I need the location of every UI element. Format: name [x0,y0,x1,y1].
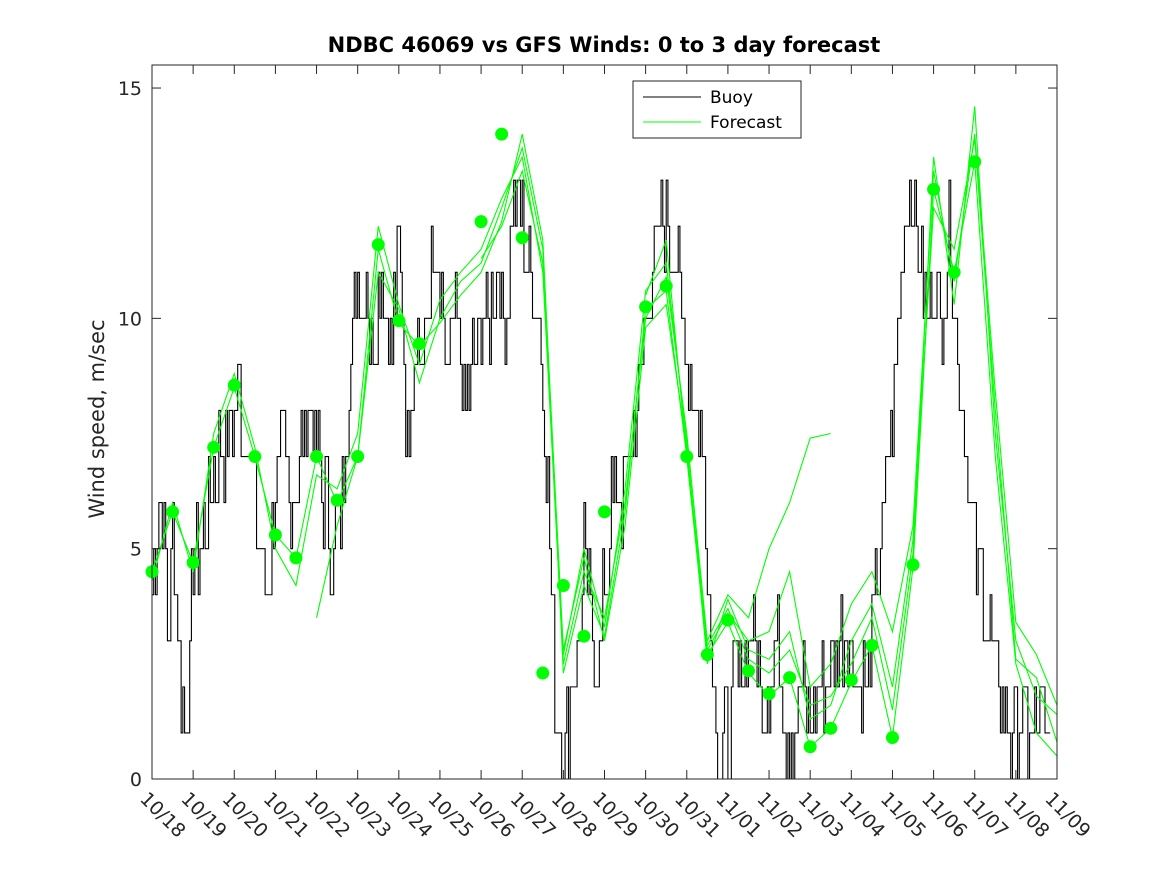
forecast-marker-35 [906,558,920,572]
forecast-marker-33 [865,638,879,652]
forecast-marker-7 [268,528,282,542]
forecast-marker-30 [803,740,817,754]
legend-box [632,80,802,139]
x-tick-label-12: 10/30 [629,788,683,842]
x-tick-label-3: 10/21 [259,788,313,842]
x-tick-label-2: 10/20 [218,788,272,842]
x-tick-label-22: 11/09 [1040,788,1094,842]
forecast-marker-24 [680,450,694,464]
forecast-marker-11 [351,450,365,464]
forecast-marker-16 [495,127,509,141]
forecast-marker-36 [927,182,941,196]
y-tick-label-0: 0 [130,769,142,791]
y-axis-label: Wind speed, m/sec [85,319,109,518]
forecast-marker-10 [330,493,344,507]
series-layer [151,106,1058,780]
forecast-line-4 [480,138,1058,743]
x-tick-label-13: 10/31 [670,788,724,842]
x-tick-label-6: 10/24 [382,788,436,842]
forecast-marker-15 [474,215,488,229]
x-tick-label-5: 10/23 [341,788,395,842]
x-tick-label-8: 10/26 [465,788,519,842]
forecast-marker-34 [885,731,899,745]
forecast-marker-20 [577,629,591,643]
forecast-line-1 [151,133,1058,757]
forecast-marker-14 [412,337,426,351]
forecast-marker-18 [536,666,550,680]
forecast-marker-31 [824,721,838,735]
forecast-marker-32 [844,673,858,687]
x-tick-label-17: 11/04 [835,788,889,842]
y-tick-label-10: 10 [118,308,142,330]
legend-label-forecast: Forecast [710,113,782,133]
forecast-marker-6 [248,450,262,464]
forecast-marker-19 [556,579,570,593]
x-tick-label-21: 11/08 [999,788,1053,842]
x-tick-label-10: 10/28 [547,788,601,842]
chart-title: NDBC 46069 vs GFS Winds: 0 to 3 day fore… [328,33,881,57]
forecast-marker-8 [289,551,303,565]
marker-layer [145,127,982,754]
forecast-marker-5 [227,378,241,392]
x-tick-label-19: 11/06 [917,788,971,842]
x-tick-label-7: 10/25 [423,788,477,842]
x-tick-label-1: 10/19 [177,788,231,842]
forecast-marker-12 [371,238,385,252]
x-tick-label-14: 11/01 [711,788,765,842]
forecast-marker-21 [598,505,611,519]
x-tick-label-11: 10/29 [588,788,642,842]
forecast-marker-22 [639,300,653,314]
forecast-marker-26 [721,613,735,627]
forecast-marker-23 [659,279,673,293]
y-tick-label-5: 5 [130,539,142,561]
x-tick-label-15: 11/02 [753,788,807,842]
x-tick-label-9: 10/27 [506,788,560,842]
x-tick-label-16: 11/03 [794,788,848,842]
forecast-line-2 [151,155,831,664]
forecast-marker-28 [762,687,776,701]
forecast-marker-9 [310,450,324,464]
x-tick-label-0: 10/18 [135,788,189,842]
forecast-marker-4 [207,440,221,454]
y-tick-label-15: 15 [118,78,142,100]
forecast-marker-3 [186,555,200,569]
forecast-marker-29 [783,671,797,685]
forecast-line-5 [645,134,1058,706]
forecast-marker-25 [700,648,714,662]
forecast-marker-2 [166,505,180,519]
buoy-line [152,179,1051,780]
forecast-marker-37 [947,265,961,279]
x-tick-label-20: 11/07 [958,788,1012,842]
forecast-marker-27 [741,664,755,678]
forecast-marker-17 [515,231,529,245]
forecast-marker-38 [968,155,982,169]
x-tick-label-18: 11/05 [876,788,930,842]
legend-label-buoy: Buoy [710,88,753,108]
forecast-marker-13 [392,314,406,328]
x-tick-label-4: 10/22 [300,788,354,842]
legend: Buoy Forecast [632,80,802,139]
